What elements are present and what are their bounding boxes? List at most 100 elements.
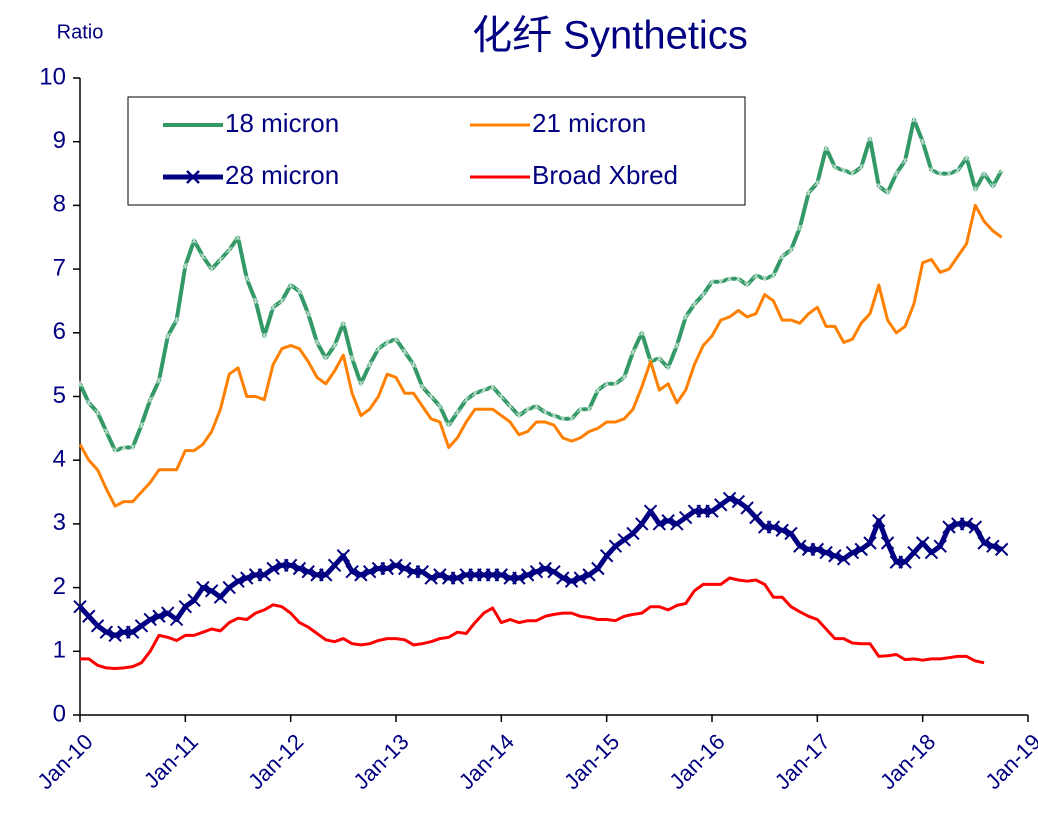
point-marker <box>252 297 259 305</box>
point-marker <box>76 380 84 388</box>
point-marker <box>515 412 523 419</box>
point-marker <box>243 275 251 283</box>
point-marker <box>954 167 962 174</box>
y-tick-label: 3 <box>53 509 66 536</box>
legend-label: 18 micron <box>225 108 339 138</box>
point-marker <box>143 612 157 627</box>
point-marker <box>945 170 953 177</box>
point-marker <box>635 517 649 531</box>
point-marker <box>85 399 93 407</box>
point-marker <box>304 310 312 318</box>
y-tick-label: 7 <box>53 254 66 281</box>
point-marker <box>813 179 821 187</box>
point-marker <box>208 265 216 273</box>
point-marker <box>998 167 1006 174</box>
point-marker <box>480 386 488 394</box>
point-marker <box>872 514 886 528</box>
x-tick-label: Jan-14 <box>454 729 519 794</box>
x-tick-label: Jan-13 <box>348 729 413 794</box>
point-marker <box>919 138 927 146</box>
point-marker <box>699 291 707 298</box>
point-marker <box>529 564 544 579</box>
legend-label: 28 micron <box>225 160 339 190</box>
point-marker <box>196 580 210 595</box>
point-marker <box>550 412 558 419</box>
y-tick-label: 8 <box>53 191 66 218</box>
point-marker <box>822 144 830 152</box>
point-marker <box>761 275 769 283</box>
point-marker <box>643 504 658 518</box>
point-marker <box>99 625 114 639</box>
point-marker <box>942 520 956 534</box>
point-marker <box>784 526 798 541</box>
x-tick-label: Jan-11 <box>139 729 203 793</box>
point-marker <box>433 568 447 582</box>
legend-marker <box>186 170 200 184</box>
point-marker <box>454 409 461 416</box>
point-marker <box>111 447 119 454</box>
series-line <box>78 203 1003 508</box>
point-marker <box>389 558 403 573</box>
point-marker <box>538 561 552 576</box>
point-marker <box>287 281 295 289</box>
point-marker <box>427 393 435 400</box>
point-marker <box>322 354 330 362</box>
y-tick-label: 0 <box>53 700 66 727</box>
point-marker <box>520 568 535 582</box>
point-marker <box>225 246 233 254</box>
point-marker <box>638 329 646 337</box>
point-marker <box>257 568 272 582</box>
point-marker <box>620 374 628 381</box>
point-marker <box>240 571 254 585</box>
point-marker <box>576 405 584 413</box>
x-tick-label: Jan-15 <box>559 729 624 794</box>
point-marker <box>564 574 579 588</box>
point-marker <box>169 612 184 627</box>
point-marker <box>266 561 280 576</box>
point-marker <box>963 154 970 161</box>
point-marker <box>292 561 307 576</box>
point-marker <box>375 345 382 353</box>
point-marker <box>787 246 795 254</box>
point-marker <box>436 402 444 410</box>
point-marker <box>831 163 839 171</box>
point-marker <box>94 409 101 416</box>
point-marker <box>398 561 412 576</box>
point-marker <box>383 339 391 346</box>
point-marker <box>968 520 983 534</box>
point-marker <box>313 339 321 346</box>
point-marker <box>884 189 891 197</box>
point-marker <box>366 361 374 369</box>
point-marker <box>770 272 777 279</box>
point-marker <box>670 517 684 531</box>
point-marker <box>450 571 465 585</box>
point-marker <box>217 256 224 263</box>
y-tick-label: 5 <box>53 382 66 409</box>
point-marker <box>129 444 137 451</box>
point-marker <box>582 568 596 582</box>
point-marker <box>933 539 947 553</box>
point-marker <box>793 539 807 553</box>
point-marker <box>506 402 514 410</box>
point-marker <box>134 619 149 633</box>
point-marker <box>875 182 883 190</box>
point-marker <box>559 415 567 423</box>
point-marker <box>857 163 865 171</box>
x-tick-label: Jan-10 <box>32 729 97 794</box>
point-marker <box>959 517 974 531</box>
x-tick-label: Jan-17 <box>770 729 835 794</box>
point-marker <box>146 396 154 404</box>
point-marker <box>547 564 561 579</box>
point-marker <box>462 396 470 404</box>
point-marker <box>199 253 207 260</box>
point-marker <box>410 361 417 369</box>
point-marker <box>497 393 505 400</box>
point-marker <box>348 354 356 362</box>
point-marker <box>924 545 939 560</box>
point-marker <box>678 510 693 525</box>
point-marker <box>204 584 219 598</box>
legend-box <box>127 96 746 206</box>
point-marker <box>556 571 570 585</box>
point-marker <box>418 383 426 391</box>
